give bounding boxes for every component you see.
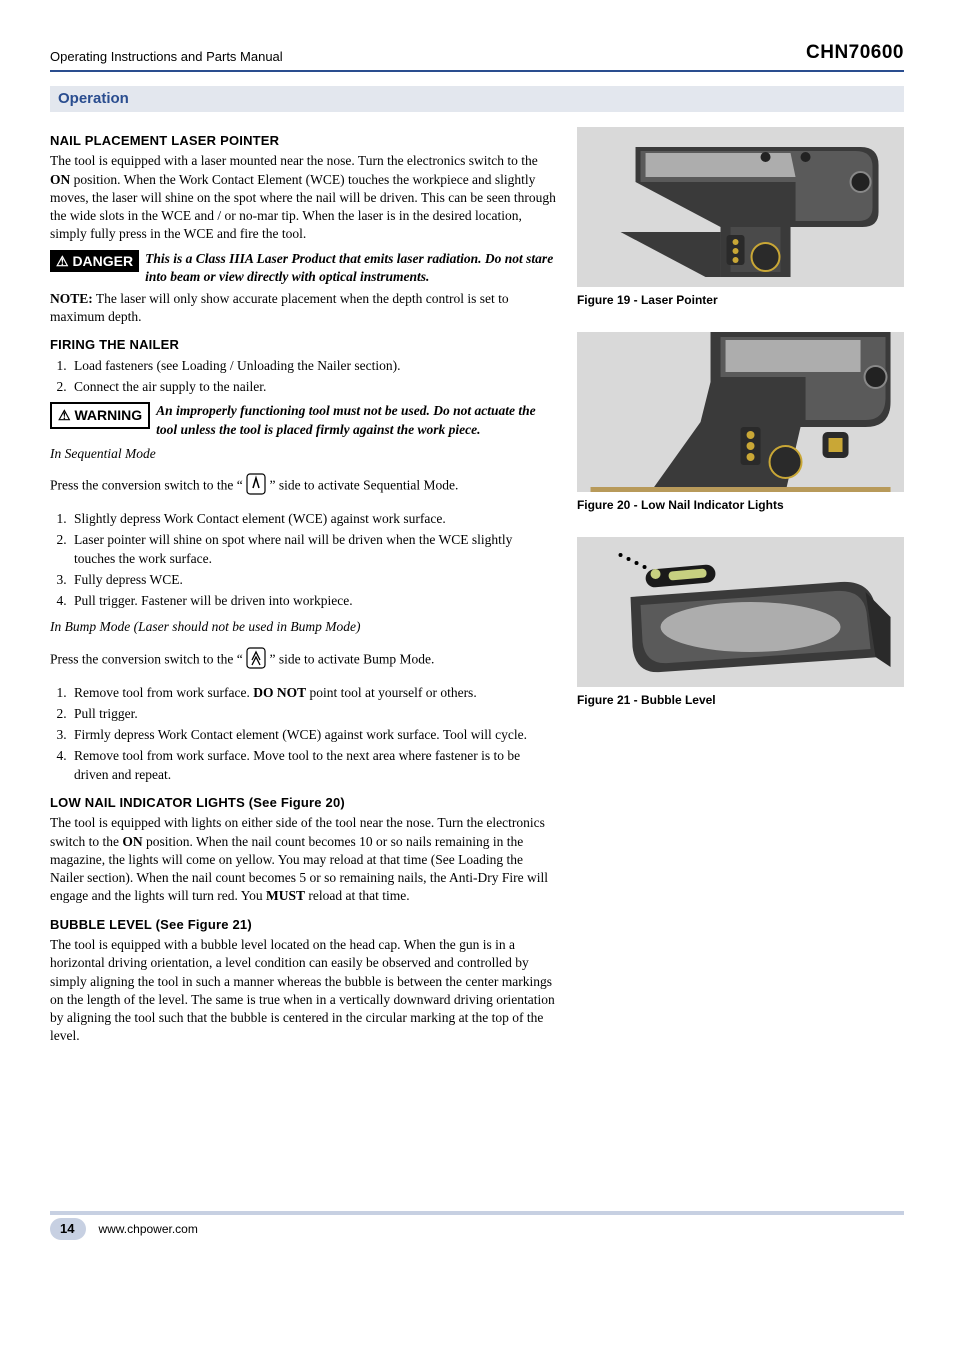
subhead-bubble: BUBBLE LEVEL (See Figure 21) [50,916,557,934]
list-item: Firmly depress Work Contact element (WCE… [70,726,557,744]
list-item: Fully depress WCE. [70,571,557,589]
list-item: Remove tool from work surface. Move tool… [70,747,557,783]
page-number: 14 [50,1218,86,1240]
subhead-firing: FIRING THE NAILER [50,336,557,354]
figure-20-image [577,332,904,492]
danger-text: This is a Class IIIA Laser Product that … [145,250,557,286]
figure-21-image [577,537,904,687]
list-item: Pull trigger. [70,705,557,723]
figure-20-caption: Figure 20 - Low Nail Indicator Lights [577,497,904,513]
note-paragraph: NOTE: The laser will only show accurate … [50,290,557,326]
bump-activate: Press the conversion switch to the “ ” s… [50,647,557,674]
sequential-mode-heading: In Sequential Mode [50,445,557,463]
danger-label: ⚠ DANGER [50,250,139,273]
laser-paragraph: The tool is equipped with a laser mounte… [50,152,557,243]
bubble-paragraph: The tool is equipped with a bubble level… [50,936,557,1045]
bump-icon [246,647,266,674]
sequential-icon [246,473,266,500]
model-number: CHN70600 [806,40,904,66]
warning-text: An improperly functioning tool must not … [156,402,557,438]
subhead-laser: NAIL PLACEMENT LASER POINTER [50,132,557,150]
list-item: Load fasteners (see Loading / Unloading … [70,357,557,375]
list-item: Laser pointer will shine on spot where n… [70,531,557,567]
list-item: Connect the air supply to the nailer. [70,378,557,396]
manual-header: Operating Instructions and Parts Manual [50,48,283,66]
list-item: Remove tool from work surface. DO NOT po… [70,684,557,702]
subhead-lownail: LOW NAIL INDICATOR LIGHTS (See Figure 20… [50,794,557,812]
figure-19-caption: Figure 19 - Laser Pointer [577,292,904,308]
figure-19-image [577,127,904,287]
warning-label: ⚠ WARNING [50,402,150,429]
lownail-paragraph: The tool is equipped with lights on eith… [50,814,557,905]
bump-mode-heading: In Bump Mode (Laser should not be used i… [50,618,557,636]
footer-url: www.chpower.com [98,1221,197,1237]
section-title: Operation [50,86,904,112]
sequential-activate: Press the conversion switch to the “ ” s… [50,473,557,500]
figure-21-caption: Figure 21 - Bubble Level [577,692,904,708]
list-item: Slightly depress Work Contact element (W… [70,510,557,528]
list-item: Pull trigger. Fastener will be driven in… [70,592,557,610]
